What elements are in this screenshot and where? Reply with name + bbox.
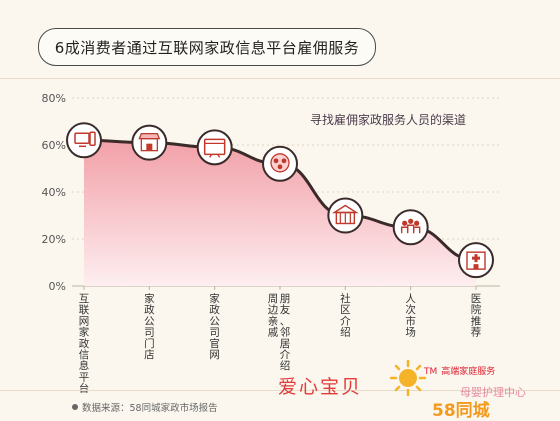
svg-text:政: 政: [79, 337, 90, 350]
svg-text:荐: 荐: [471, 327, 482, 339]
watermark-service: TM 高端家庭服务: [424, 364, 495, 377]
area-fill: [84, 140, 476, 286]
crowd-icon: [400, 218, 421, 234]
svg-text:人: 人: [405, 293, 416, 305]
service-label: 高端家庭服务: [441, 367, 496, 377]
site-name: 同城: [455, 401, 490, 421]
data-point: [66, 122, 102, 159]
svg-text:信: 信: [79, 349, 90, 361]
data-point-marker: [66, 122, 102, 159]
hospital-icon: [466, 251, 486, 270]
svg-text:邻: 邻: [280, 326, 291, 339]
computer-icon: [74, 131, 96, 148]
data-point: [131, 124, 168, 161]
svg-text:亲: 亲: [268, 314, 279, 327]
data-point: [327, 197, 364, 234]
data-point-marker: [392, 209, 429, 246]
trademark-label: TM: [424, 367, 438, 377]
source-text: 数据来源：58同城家政市场报告: [82, 403, 218, 414]
bullet-icon: [72, 404, 78, 410]
svg-text:家: 家: [209, 292, 220, 305]
people-icon: [270, 153, 290, 173]
svg-text:网: 网: [209, 349, 220, 361]
svg-text:司: 司: [209, 327, 220, 339]
storefront-icon: [138, 132, 161, 152]
page-title: 6成消费者通过互联网家政信息平台雇佣服务: [38, 28, 376, 66]
svg-text:平: 平: [79, 371, 90, 383]
svg-text:友: 友: [280, 303, 291, 316]
source-note: 数据来源：58同城家政市场报告: [72, 400, 218, 414]
svg-text:司: 司: [144, 327, 155, 339]
community-building-icon: [331, 204, 359, 225]
svg-text:介: 介: [280, 349, 291, 361]
x-tick-label: 互联网家政信息平台: [79, 286, 90, 395]
svg-text:政: 政: [144, 303, 155, 316]
y-tick-label: 20%: [42, 233, 66, 246]
data-point-marker: [196, 129, 233, 166]
svg-text:院: 院: [471, 303, 482, 316]
y-tick-label: 80%: [42, 92, 66, 105]
svg-text:公: 公: [144, 315, 155, 327]
svg-text:介: 介: [340, 315, 351, 327]
watermark-58-logo: 58同城: [432, 396, 490, 421]
svg-text:官: 官: [209, 337, 220, 350]
svg-text:社: 社: [340, 292, 351, 305]
site-number: 58: [432, 401, 456, 421]
y-tick-label: 0%: [49, 280, 66, 293]
svg-text:家: 家: [79, 326, 90, 339]
svg-text:市: 市: [405, 314, 416, 327]
watermark-sub: 母婴护理中心: [460, 386, 526, 399]
svg-text:互: 互: [79, 293, 90, 305]
svg-text:边: 边: [268, 304, 279, 316]
y-tick-label: 60%: [42, 139, 66, 152]
svg-text:店: 店: [144, 348, 155, 361]
svg-text:联: 联: [79, 304, 90, 316]
website-icon: [203, 138, 226, 158]
svg-text:朋: 朋: [280, 293, 291, 305]
divider-bottom: [0, 390, 560, 391]
svg-text:场: 场: [405, 326, 416, 339]
svg-text:戚: 戚: [268, 327, 279, 339]
svg-text:、: 、: [280, 315, 291, 327]
svg-text:区: 区: [340, 304, 351, 316]
svg-text:公: 公: [209, 315, 220, 327]
watermark-brand: 爱心宝贝: [278, 376, 363, 398]
svg-text:绍: 绍: [280, 359, 291, 372]
svg-text:门: 门: [144, 337, 155, 350]
svg-text:居: 居: [280, 338, 291, 350]
svg-text:绍: 绍: [340, 326, 351, 339]
data-point: [392, 209, 429, 246]
data-point: [458, 242, 494, 279]
svg-text:政: 政: [209, 303, 220, 316]
sun-logo-icon: [389, 359, 427, 397]
svg-text:网: 网: [79, 315, 90, 327]
data-point-marker: [131, 124, 168, 161]
svg-text:息: 息: [79, 359, 90, 372]
y-tick-label: 40%: [42, 186, 66, 199]
chart-title: 寻找雇佣家政服务人员的渠道: [310, 112, 466, 127]
svg-text:推: 推: [471, 314, 482, 327]
divider-top: [0, 78, 560, 79]
data-point: [196, 129, 233, 166]
svg-text:家: 家: [144, 292, 155, 305]
svg-text:周: 周: [268, 293, 279, 305]
svg-text:医: 医: [471, 293, 482, 305]
svg-text:台: 台: [79, 382, 90, 395]
data-point: [262, 145, 298, 182]
svg-text:次: 次: [405, 303, 416, 316]
